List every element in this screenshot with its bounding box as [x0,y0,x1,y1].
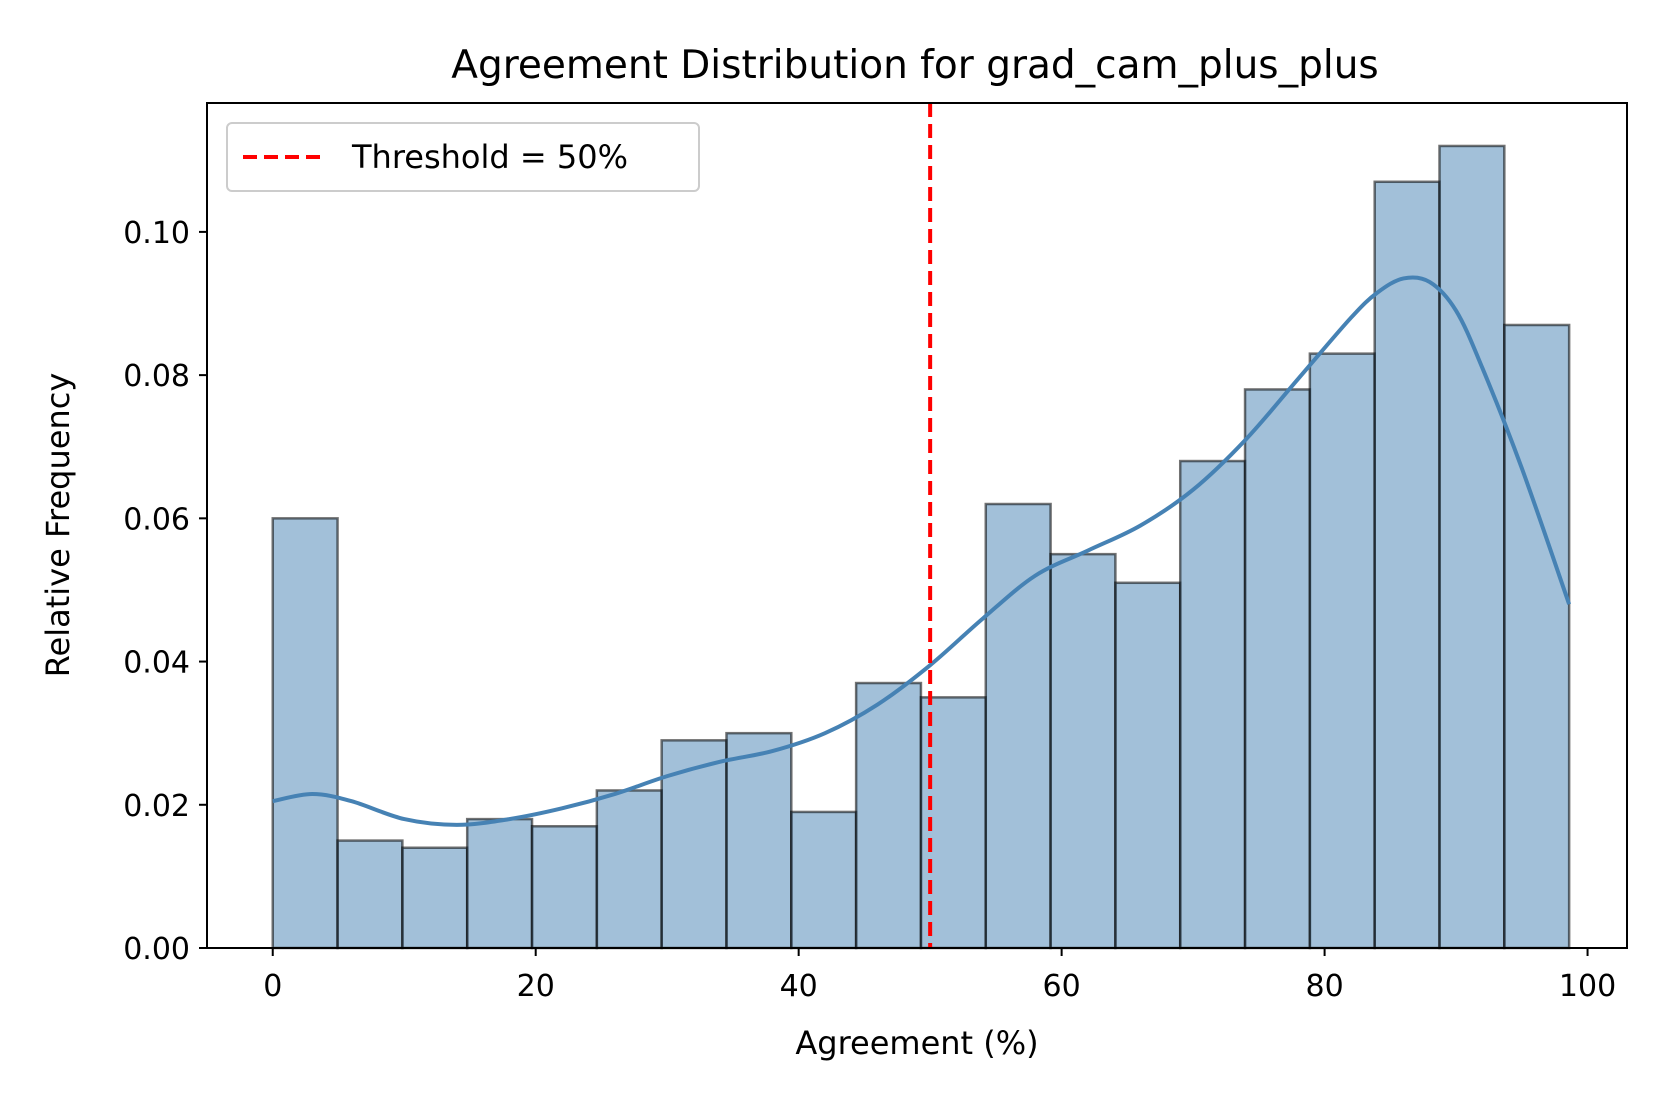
histogram-bar [1438,144,1506,950]
legend-threshold-label: Threshold = 50% [351,138,628,176]
x-tick-label: 60 [1043,969,1081,1004]
y-tick-label: 0.00 [123,932,190,967]
histogram-bar [1308,352,1376,950]
bars-group [271,144,1571,950]
histogram-bar [595,789,663,950]
x-tick-label: 80 [1305,969,1343,1004]
histogram-bar [1178,459,1247,950]
histogram-bar [401,846,469,950]
x-axis-label: Agreement (%) [795,1024,1038,1062]
histogram-bar [660,739,728,950]
histogram-bar [1503,323,1571,950]
y-tick-label: 0.08 [123,359,190,394]
histogram-bar [271,517,339,950]
y-tick-label: 0.06 [123,502,190,537]
x-tick-label: 20 [517,969,555,1004]
x-axis: 0 20 40 60 80 100 [263,948,1616,1004]
y-tick-label: 0.02 [123,789,190,824]
histogram-bar [725,731,793,950]
histogram-bar [1049,552,1117,950]
kde-curve [272,275,1572,827]
y-axis: 0.00 0.02 0.04 0.06 0.08 0.10 [123,216,207,967]
legend-box [226,122,700,192]
histogram-bar [984,502,1052,950]
y-axis-label: Relative Frequency [39,373,77,678]
histogram-bar [1114,581,1182,950]
y-tick-label: 0.04 [123,646,190,681]
plot-frame [206,102,1628,949]
chart-title: Agreement Distribution for grad_cam_plus… [451,43,1378,88]
x-tick-label: 100 [1559,969,1616,1004]
histogram-bar [530,825,599,950]
histogram-bar [1243,388,1312,950]
kde-group [272,275,1572,827]
x-tick-label: 40 [780,969,818,1004]
x-tick-label: 0 [263,969,282,1004]
histogram-bar [336,839,404,950]
y-tick-label: 0.10 [123,216,190,251]
histogram-bar [1373,180,1441,950]
legend: Threshold = 50% [226,122,700,192]
histogram-bar [854,681,923,950]
histogram-bar [790,810,858,950]
histogram-bar [465,817,534,950]
